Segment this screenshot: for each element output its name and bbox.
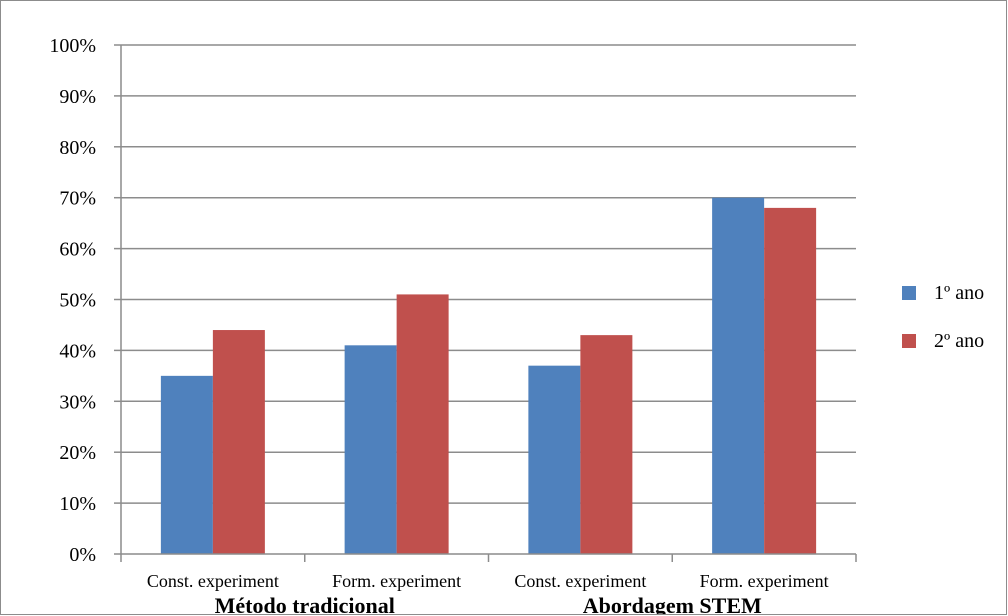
axes (114, 44, 857, 562)
bar (160, 375, 213, 554)
x-category-label: Const. experiment (147, 571, 279, 591)
y-tick-label: 20% (59, 442, 96, 464)
y-tick-label: 40% (59, 340, 96, 362)
bar (396, 294, 449, 554)
legend: 1º ano 2º ano (902, 282, 984, 352)
y-tick-label: 0% (69, 544, 96, 566)
x-group-labels: Método tradicional Abordagem STEM (215, 593, 762, 615)
y-tick-label: 50% (59, 290, 96, 312)
x-category-labels: Const. experiment Form. experiment Const. … (147, 571, 829, 591)
x-group-label: Abordagem STEM (583, 593, 762, 615)
bar (528, 365, 581, 554)
y-tick-labels: 0% 10% 20% 30% 40% 50% 60% 70% 80% 90% 100% (49, 35, 96, 566)
bar (712, 197, 765, 554)
x-category-label: Form. experiment (700, 571, 829, 591)
bar (344, 345, 397, 554)
x-category-label: Const. experiment (514, 571, 646, 591)
bar (764, 207, 817, 554)
bar (212, 330, 265, 554)
legend-swatch (902, 334, 916, 348)
y-tick-label: 60% (59, 239, 96, 261)
x-category-label: Form. experiment (332, 571, 461, 591)
y-tick-label: 70% (59, 188, 96, 210)
legend-swatch (902, 286, 916, 300)
y-tick-label: 90% (59, 86, 96, 108)
y-tick-label: 80% (59, 137, 96, 159)
x-group-label: Método tradicional (215, 593, 395, 615)
y-tick-label: 100% (49, 35, 96, 57)
legend-label: 2º ano (934, 330, 984, 352)
bar (580, 335, 633, 554)
bars (160, 197, 817, 554)
y-tick-label: 30% (59, 391, 96, 413)
legend-label: 1º ano (934, 282, 984, 304)
y-tick-label: 10% (59, 493, 96, 515)
